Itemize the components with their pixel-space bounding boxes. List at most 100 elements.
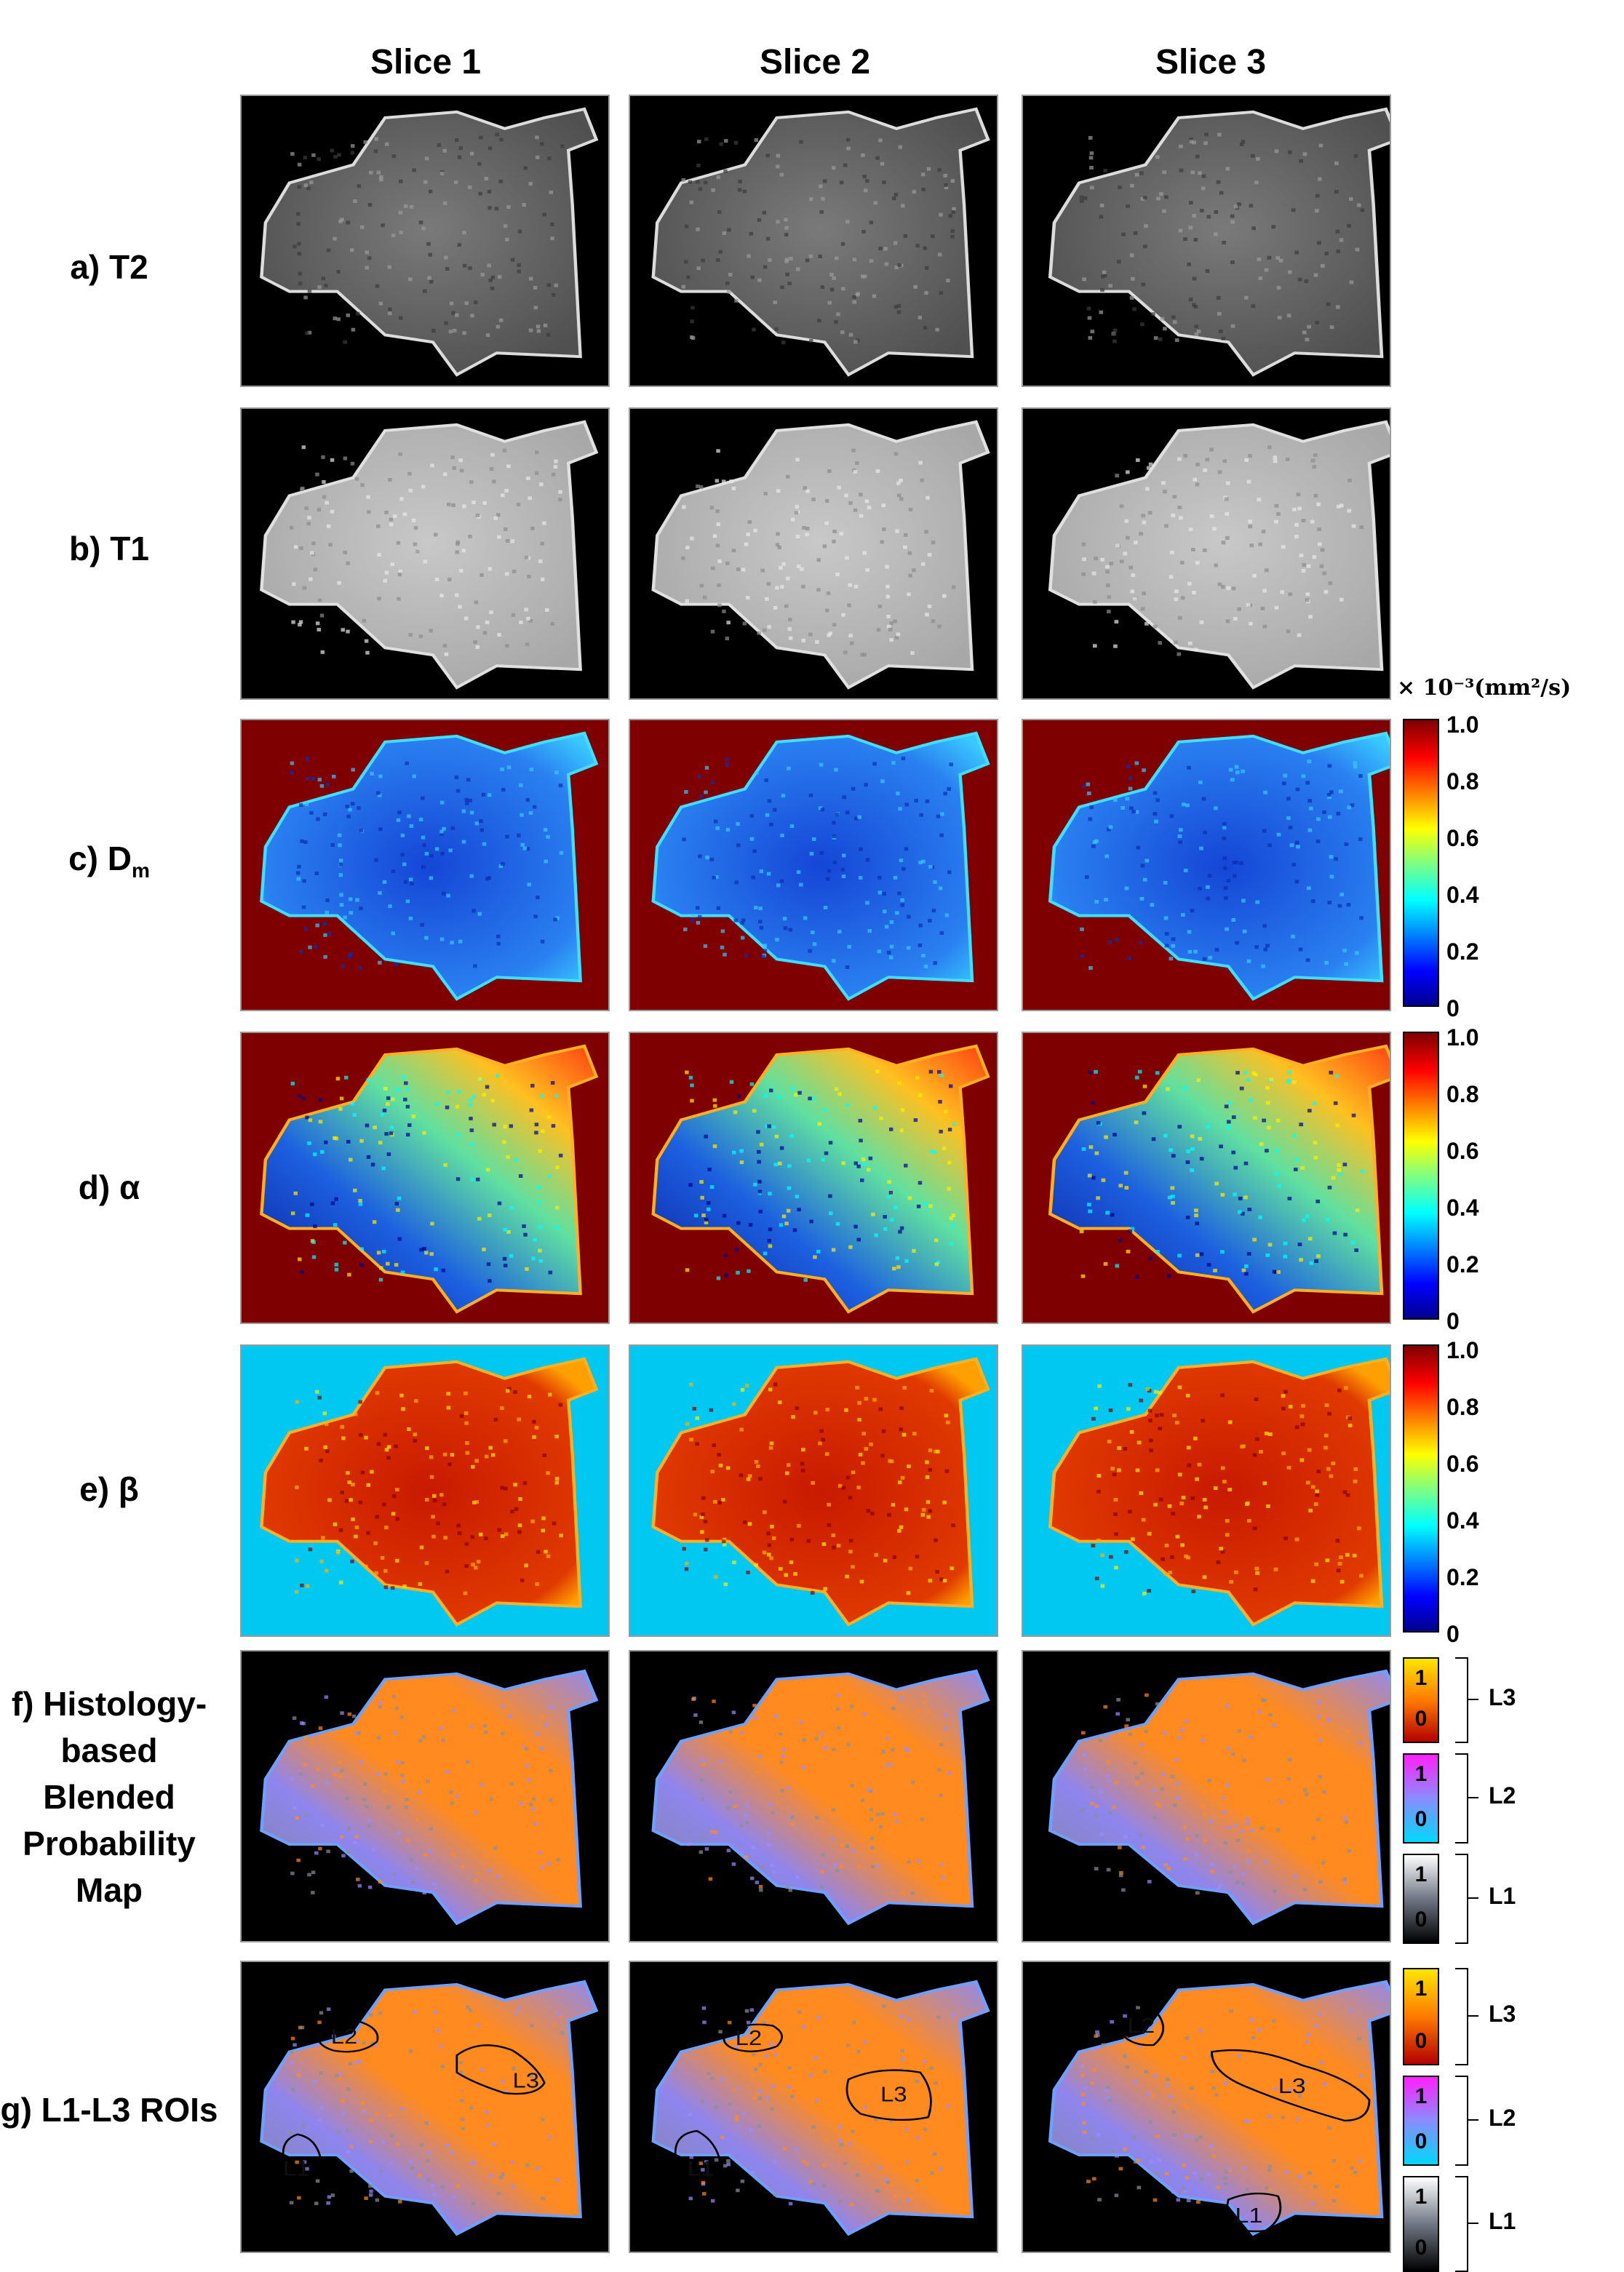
texture-speckle — [899, 1128, 904, 1133]
texture-speckle — [392, 514, 397, 519]
texture-speckle — [752, 849, 757, 853]
texture-speckle — [1186, 2062, 1191, 2067]
texture-speckle — [775, 938, 779, 942]
texture-speckle — [822, 544, 827, 549]
texture-speckle — [1094, 1151, 1099, 1155]
texture-speckle — [924, 266, 929, 270]
texture-speckle — [307, 290, 312, 294]
texture-speckle — [357, 1731, 361, 1735]
texture-speckle — [421, 485, 426, 489]
texture-speckle — [348, 2062, 353, 2066]
texture-speckle — [1151, 2094, 1155, 2097]
texture-speckle — [1310, 519, 1315, 524]
texture-speckle — [863, 2040, 868, 2044]
texture-speckle — [912, 568, 916, 573]
roi-label-l1: L1 — [688, 2157, 715, 2180]
texture-speckle — [702, 2020, 706, 2025]
texture-speckle — [1214, 210, 1219, 214]
texture-speckle — [1186, 1555, 1190, 1560]
texture-speckle — [493, 1846, 498, 1851]
texture-speckle — [1174, 597, 1179, 602]
texture-speckle — [1081, 542, 1086, 546]
texture-speckle — [1225, 619, 1230, 623]
texture-speckle — [896, 1728, 900, 1732]
texture-speckle — [1185, 1160, 1190, 1164]
texture-speckle — [1123, 1835, 1128, 1838]
texture-speckle — [722, 1537, 727, 1542]
texture-speckle — [1227, 2167, 1231, 2171]
texture-speckle — [700, 1797, 704, 1801]
texture-speckle — [863, 1712, 867, 1716]
texture-speckle — [533, 2079, 538, 2083]
texture-speckle — [1147, 1531, 1152, 1536]
texture-speckle — [1094, 839, 1099, 843]
texture-speckle — [536, 324, 541, 329]
texture-speckle — [829, 272, 834, 276]
texture-speckle — [696, 484, 700, 488]
texture-speckle — [493, 1417, 498, 1422]
texture-speckle — [396, 818, 401, 822]
texture-speckle — [1335, 1539, 1340, 1543]
texture-speckle — [812, 942, 817, 946]
texture-speckle — [1338, 789, 1343, 794]
texture-speckle — [1193, 2171, 1197, 2175]
texture-speckle — [751, 875, 755, 880]
texture-speckle — [1241, 2167, 1246, 2170]
texture-speckle — [1344, 842, 1349, 846]
texture-speckle — [820, 1785, 825, 1789]
texture-speckle — [1149, 2159, 1154, 2164]
texture-speckle — [396, 1088, 400, 1092]
texture-speckle — [1310, 2201, 1315, 2206]
texture-speckle — [1146, 466, 1151, 470]
texture-speckle — [1230, 214, 1235, 218]
texture-speckle — [484, 1854, 489, 1859]
texture-speckle — [378, 890, 382, 895]
texture-speckle — [1127, 956, 1132, 960]
texture-speckle — [684, 1561, 689, 1566]
texture-speckle — [1095, 2030, 1099, 2034]
texture-speckle — [915, 2179, 919, 2183]
texture-speckle — [1360, 1169, 1364, 1173]
texture-speckle — [759, 1888, 763, 1892]
texture-speckle — [801, 638, 806, 642]
texture-speckle — [546, 1471, 550, 1475]
texture-speckle — [781, 340, 786, 345]
texture-speckle — [1126, 765, 1131, 769]
texture-speckle — [468, 798, 473, 802]
texture-speckle — [525, 642, 530, 647]
texture-speckle — [755, 770, 759, 775]
texture-speckle — [1149, 1448, 1154, 1453]
texture-speckle — [843, 2161, 848, 2166]
texture-speckle — [812, 837, 816, 841]
texture-speckle — [505, 1389, 510, 1393]
texture-speckle — [1271, 1723, 1275, 1727]
texture-speckle — [1353, 761, 1358, 765]
texture-speckle — [1136, 845, 1141, 850]
texture-speckle — [863, 2105, 868, 2109]
texture-speckle — [1353, 765, 1358, 769]
texture-speckle — [442, 1452, 447, 1456]
texture-speckle — [315, 2179, 320, 2183]
texture-speckle — [736, 822, 740, 826]
texture-speckle — [376, 1736, 381, 1740]
texture-speckle — [1257, 2028, 1262, 2032]
texture-speckle — [354, 1835, 359, 1839]
texture-speckle — [1196, 1078, 1201, 1083]
texture-speckle — [542, 1454, 546, 1458]
texture-speckle — [461, 2126, 466, 2131]
texture-speckle — [399, 497, 404, 501]
texture-speckle — [317, 627, 322, 631]
texture-speckle — [555, 916, 560, 920]
texture-speckle — [451, 1709, 456, 1713]
texture-speckle — [763, 491, 768, 495]
texture-speckle — [1096, 1538, 1101, 1542]
texture-speckle — [1246, 479, 1251, 484]
texture-speckle — [1086, 306, 1091, 311]
texture-speckle — [506, 1229, 511, 1234]
texture-speckle — [920, 172, 926, 177]
texture-speckle — [1259, 2016, 1265, 2020]
texture-speckle — [428, 252, 433, 257]
texture-speckle — [499, 137, 503, 142]
texture-speckle — [1094, 1406, 1098, 1411]
texture-speckle — [855, 2173, 860, 2177]
